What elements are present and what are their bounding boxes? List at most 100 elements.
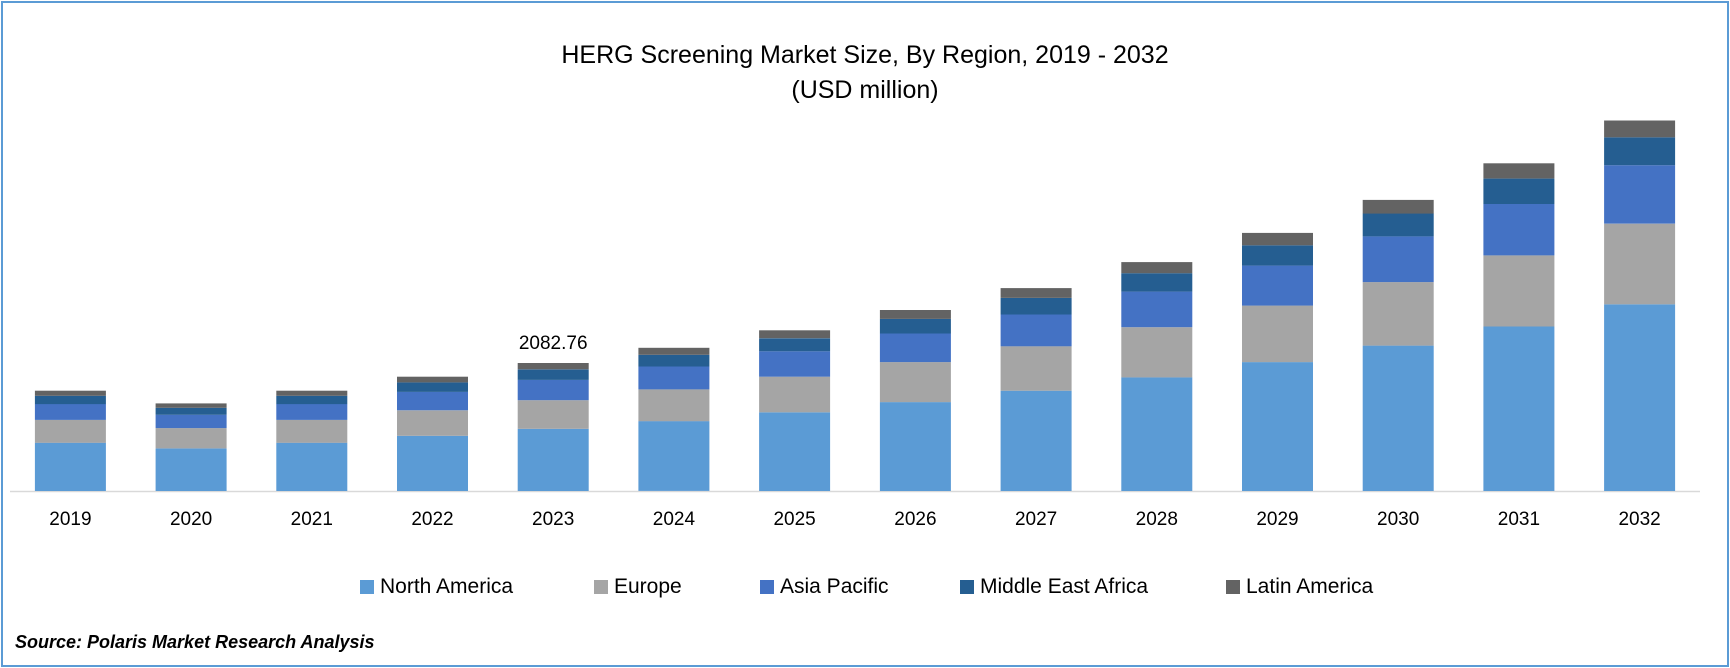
- x-tick-label-2029: 2029: [1256, 509, 1298, 530]
- bar-segment-middle-east-africa-2024: [638, 354, 710, 367]
- bar-segment-europe-2022: [397, 410, 468, 436]
- bar-segment-latin-america-2029: [1242, 232, 1313, 246]
- bar-segment-latin-america-2027: [1000, 288, 1072, 298]
- bar-segment-latin-america-2022: [397, 376, 468, 383]
- bar-segment-europe-2030: [1362, 282, 1434, 346]
- legend-label: Europe: [614, 575, 682, 598]
- data-label-2023: 2082.76: [519, 333, 588, 354]
- bar-segment-latin-america-2021: [276, 390, 348, 396]
- x-tick-label-2023: 2023: [532, 509, 574, 530]
- bar-segment-europe-2019: [34, 419, 106, 443]
- bar-segment-latin-america-2024: [638, 347, 710, 355]
- bar-segment-asia-pacific-2027: [1000, 314, 1072, 347]
- bar-segment-asia-pacific-2025: [759, 351, 831, 377]
- bar-segment-middle-east-africa-2023: [517, 369, 589, 380]
- legend-label: Asia Pacific: [780, 575, 889, 598]
- bar-segment-latin-america-2026: [879, 310, 951, 319]
- bar-segment-latin-america-2030: [1362, 199, 1434, 214]
- legend-swatch: [360, 580, 374, 594]
- bar-segment-europe-2028: [1121, 327, 1193, 378]
- chart-subtitle: (USD million): [791, 76, 939, 104]
- legend-item-asia-pacific: Asia Pacific: [760, 575, 889, 599]
- x-tick-label-2022: 2022: [411, 509, 453, 530]
- legend-swatch: [594, 580, 608, 594]
- legend-label: Latin America: [1246, 575, 1374, 598]
- bar-segment-europe-2024: [638, 389, 710, 422]
- x-tick-label-2026: 2026: [894, 509, 936, 530]
- bar-segment-middle-east-africa-2020: [155, 407, 227, 415]
- bar-segment-europe-2025: [759, 376, 831, 413]
- bar-segment-europe-2020: [155, 428, 227, 449]
- bar-segment-north-america-2025: [759, 412, 831, 491]
- bar-segment-europe-2027: [1000, 346, 1072, 391]
- legend-swatch: [1226, 580, 1240, 594]
- bar-segment-middle-east-africa-2025: [759, 338, 831, 352]
- bar-segment-north-america-2027: [1000, 390, 1072, 491]
- bar-segment-middle-east-africa-2026: [879, 318, 951, 334]
- x-tick-label-2020: 2020: [170, 509, 212, 530]
- chart-legend: North America Europe Asia Pacific Middle Ea…: [0, 575, 1730, 605]
- bar-segment-latin-america-2023: [517, 363, 589, 370]
- x-tick-label-2019: 2019: [49, 509, 91, 530]
- bar-segment-asia-pacific-2022: [397, 391, 468, 411]
- bar-segment-north-america-2022: [397, 435, 468, 491]
- x-tick-label-2025: 2025: [773, 509, 815, 530]
- bar-segment-asia-pacific-2032: [1604, 165, 1676, 224]
- bar-segment-europe-2031: [1483, 255, 1555, 327]
- bar-segment-asia-pacific-2023: [517, 379, 589, 401]
- x-tick-label-2028: 2028: [1136, 509, 1178, 530]
- legend-item-north-america: North America: [360, 575, 513, 599]
- bar-segment-north-america-2032: [1604, 304, 1676, 491]
- x-tick-label-2027: 2027: [1015, 509, 1057, 530]
- legend-label: Middle East Africa: [980, 575, 1149, 598]
- bar-segment-north-america-2026: [879, 402, 951, 491]
- source-note: Source: Polaris Market Research Analysis: [15, 632, 375, 652]
- legend-swatch: [960, 580, 974, 594]
- bar-segment-asia-pacific-2026: [879, 333, 951, 363]
- bar-segment-north-america-2020: [155, 448, 227, 491]
- bar-segment-asia-pacific-2019: [34, 404, 106, 420]
- bar-segment-north-america-2021: [276, 442, 348, 491]
- bar-segment-middle-east-africa-2030: [1362, 213, 1434, 237]
- bar-segment-europe-2029: [1242, 305, 1313, 363]
- bar-segment-asia-pacific-2028: [1121, 291, 1193, 328]
- bar-segment-asia-pacific-2020: [155, 414, 227, 429]
- x-tick-label-2021: 2021: [291, 509, 333, 530]
- bar-segment-north-america-2031: [1483, 326, 1555, 491]
- bar-segment-north-america-2028: [1121, 377, 1193, 491]
- legend-item-europe: Europe: [594, 575, 682, 599]
- bar-segment-north-america-2029: [1242, 362, 1313, 491]
- bar-segment-asia-pacific-2031: [1483, 204, 1555, 256]
- bar-segment-asia-pacific-2030: [1362, 236, 1434, 283]
- bar-segment-middle-east-africa-2022: [397, 382, 468, 392]
- bar-segment-europe-2023: [517, 400, 589, 429]
- bar-segment-north-america-2023: [517, 428, 589, 491]
- bar-segment-middle-east-africa-2031: [1483, 178, 1555, 204]
- bar-segment-asia-pacific-2024: [638, 366, 710, 390]
- bar-segment-latin-america-2025: [759, 330, 831, 339]
- x-tick-label-2030: 2030: [1377, 509, 1419, 530]
- chart-title: HERG Screening Market Size, By Region, 2…: [561, 41, 1169, 69]
- bar-segment-middle-east-africa-2032: [1604, 137, 1676, 166]
- bar-segment-europe-2032: [1604, 223, 1676, 305]
- bar-segment-latin-america-2031: [1483, 163, 1555, 179]
- bar-segment-middle-east-africa-2029: [1242, 245, 1313, 266]
- x-tick-label-2032: 2032: [1618, 509, 1660, 530]
- legend-swatch: [760, 580, 774, 594]
- legend-item-latin-america: Latin America: [1226, 575, 1373, 599]
- bar-segment-europe-2026: [879, 362, 951, 403]
- bar-segment-middle-east-africa-2028: [1121, 273, 1193, 292]
- bar-segment-middle-east-africa-2019: [34, 395, 106, 405]
- bar-segment-asia-pacific-2029: [1242, 265, 1313, 306]
- bar-segment-north-america-2019: [34, 442, 106, 491]
- bar-segment-middle-east-africa-2027: [1000, 298, 1072, 315]
- x-tick-label-2024: 2024: [653, 509, 696, 530]
- legend-item-middle-east-africa: Middle East Africa: [960, 575, 1148, 599]
- x-tick-label-2031: 2031: [1498, 509, 1540, 530]
- bar-segment-europe-2021: [276, 419, 348, 443]
- bar-segment-north-america-2024: [638, 421, 710, 491]
- bar-segment-middle-east-africa-2021: [276, 395, 348, 405]
- bar-segment-latin-america-2019: [34, 390, 106, 396]
